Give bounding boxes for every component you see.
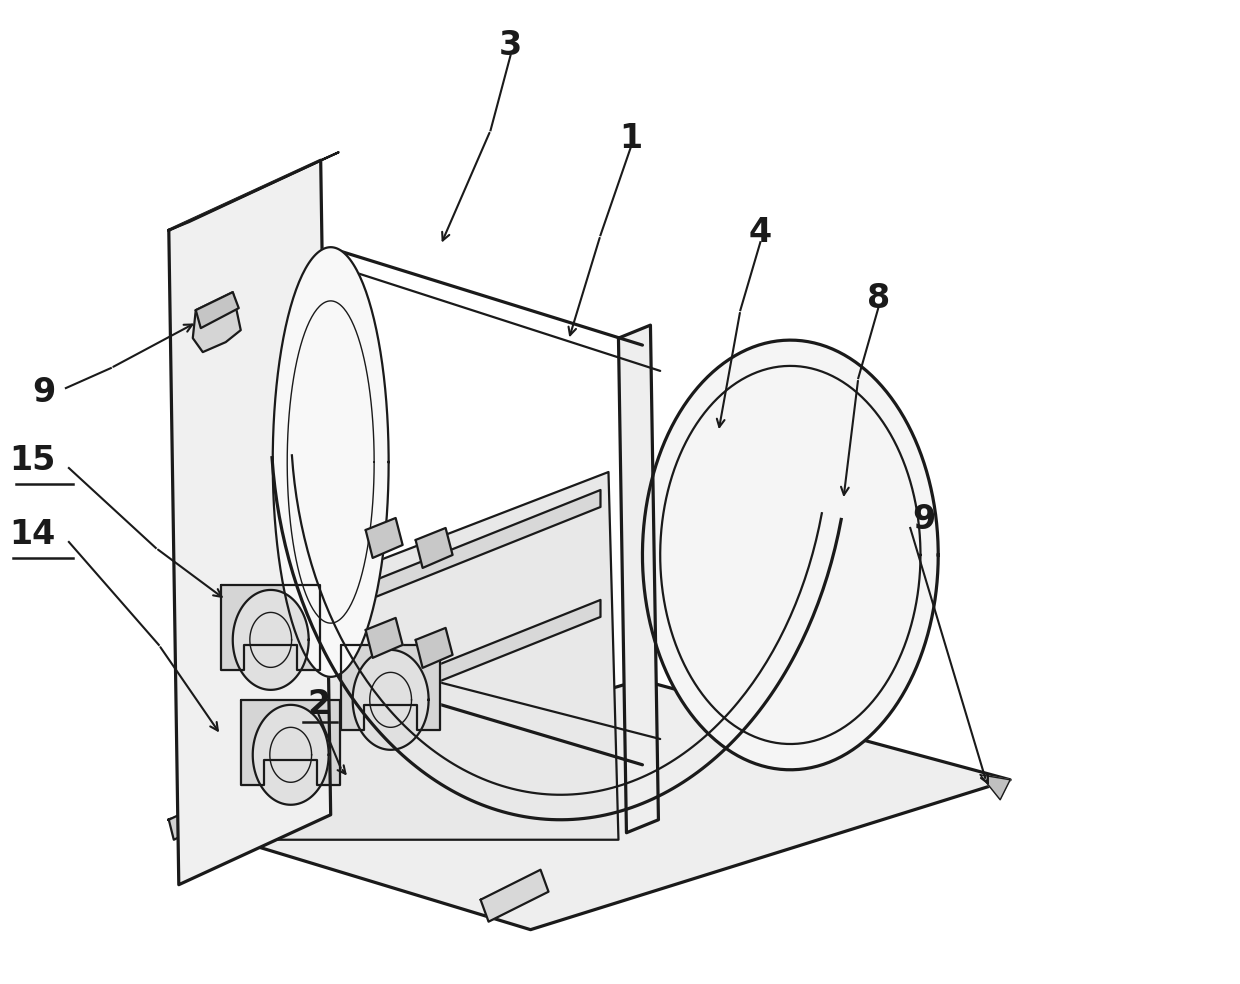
Text: 8: 8 — [867, 281, 890, 315]
Polygon shape — [980, 774, 1011, 800]
Text: 2: 2 — [308, 689, 330, 721]
Polygon shape — [481, 870, 548, 922]
Polygon shape — [196, 292, 239, 328]
Text: 15: 15 — [10, 444, 56, 476]
Polygon shape — [201, 490, 600, 667]
Polygon shape — [192, 292, 241, 352]
Text: 14: 14 — [10, 519, 56, 551]
Text: 1: 1 — [619, 122, 642, 154]
Text: 3: 3 — [498, 29, 522, 62]
Polygon shape — [642, 340, 939, 769]
Polygon shape — [233, 590, 309, 690]
Polygon shape — [415, 628, 453, 668]
Polygon shape — [415, 528, 453, 568]
Polygon shape — [169, 800, 216, 839]
Polygon shape — [619, 325, 658, 832]
Polygon shape — [273, 247, 388, 677]
Polygon shape — [352, 649, 429, 750]
Polygon shape — [222, 584, 320, 670]
Text: 9: 9 — [32, 376, 56, 408]
Polygon shape — [242, 700, 340, 785]
Polygon shape — [253, 705, 329, 805]
Polygon shape — [366, 518, 403, 558]
Polygon shape — [169, 680, 1011, 930]
Text: 4: 4 — [749, 215, 773, 249]
Text: 9: 9 — [913, 504, 935, 536]
Polygon shape — [186, 472, 619, 839]
Polygon shape — [169, 160, 331, 885]
Polygon shape — [169, 153, 339, 230]
Polygon shape — [201, 600, 600, 776]
Polygon shape — [341, 645, 440, 730]
Polygon shape — [366, 618, 403, 658]
